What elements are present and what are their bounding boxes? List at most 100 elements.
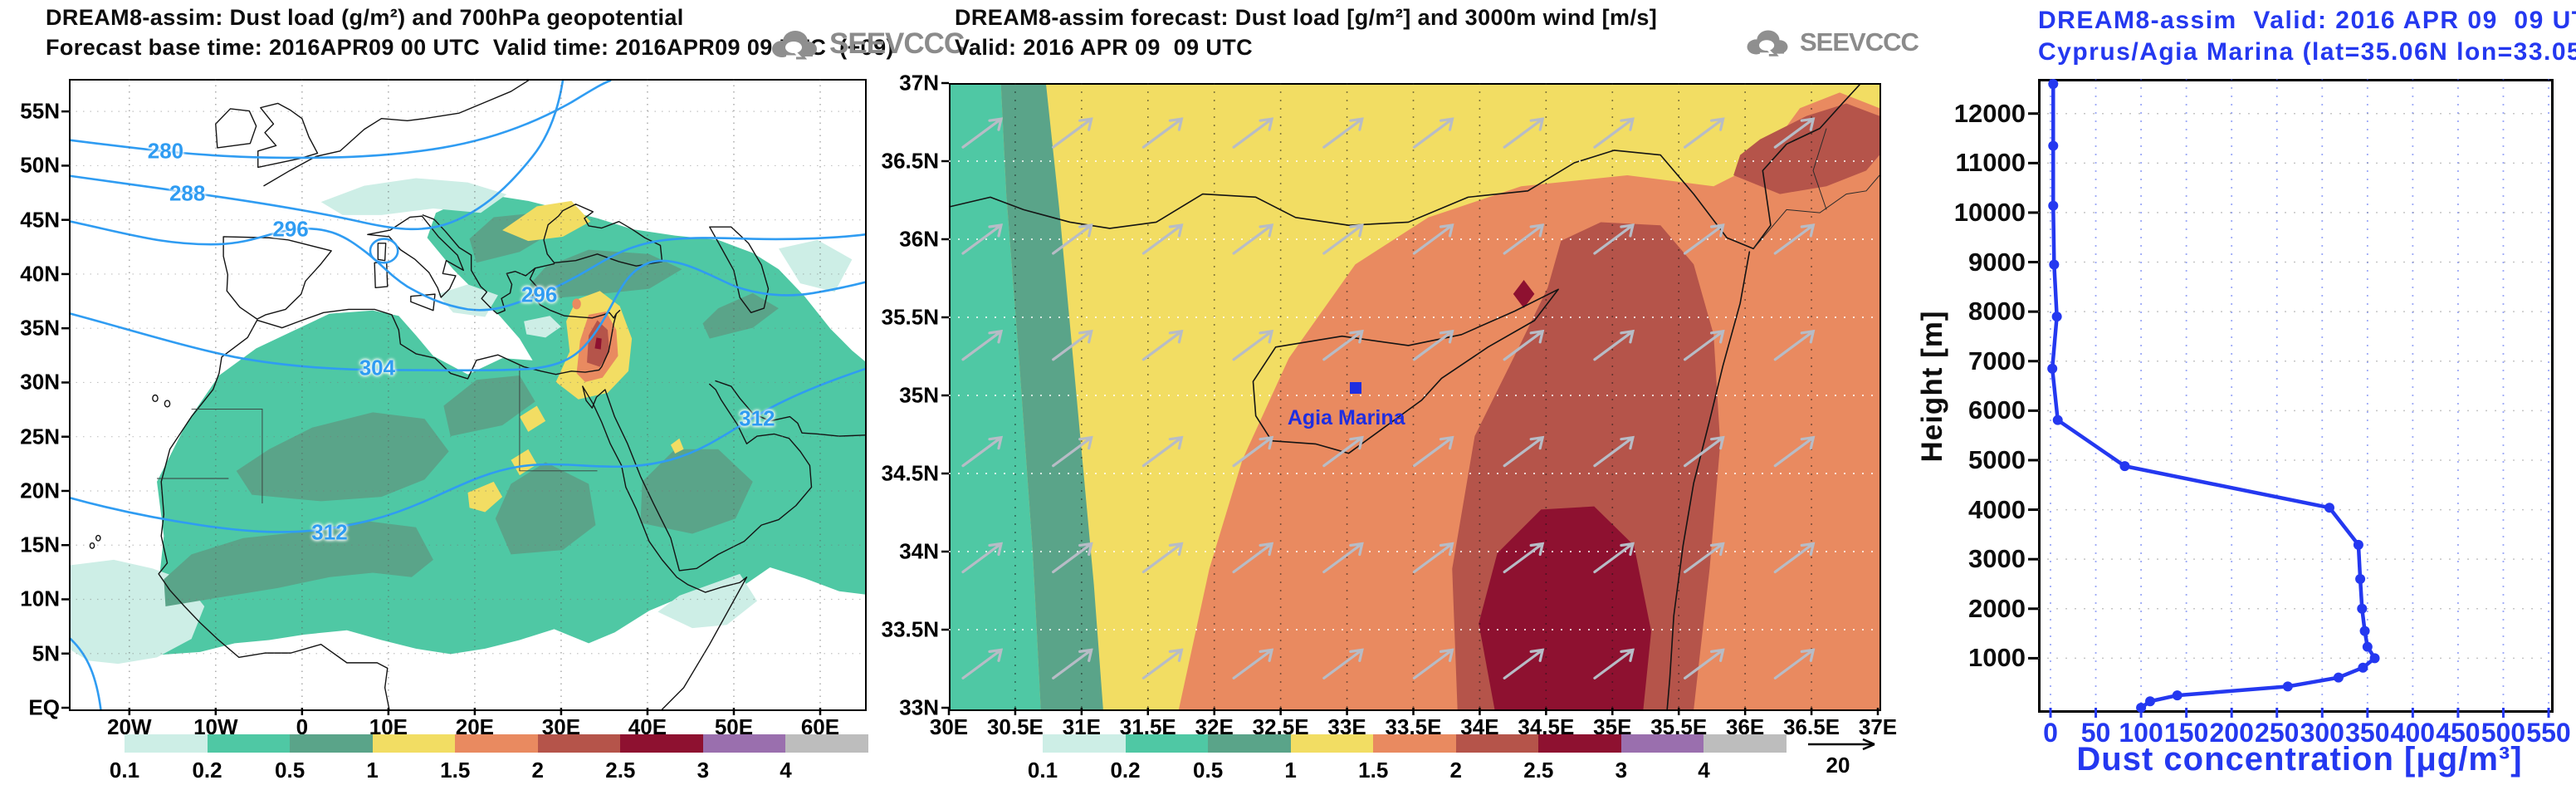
y-tick-label: 30N [20,369,60,395]
dust-max-diamond-marker [1513,280,1535,308]
seevccc-logo: SEEVCCC [768,25,965,63]
y-tick-label: 36N [899,226,939,252]
x-tick-label: 400 [2390,718,2436,748]
y-tick-label: 12000 [1953,98,2026,128]
colorbar-label: 2 [1449,758,1462,783]
x-tick-label: 0 [296,714,309,739]
colorbar-segment [207,734,291,753]
colorbar-label: 0.5 [275,758,306,783]
x-tick-label: 200 [2209,718,2254,748]
colorbar-label: 4 [1698,758,1710,783]
y-tick-label: 5N [32,640,60,666]
x-tick-label: 450 [2436,718,2481,748]
x-tick-label: 50 [2080,718,2111,748]
y-tick-label: 36.5N [881,148,939,174]
y-tick-label: 35N [899,382,939,408]
colorbar-segment [620,734,703,753]
dust-load-map-cyprus: Agia Marina [949,83,1881,711]
profile-y-axis-label: Height [m] [1916,310,1948,463]
middle-panel-title: DREAM8-assim forecast: Dust load [g/m²] … [955,5,1658,30]
seevccc-logo-text: SEEVCCC [1800,27,1919,56]
y-tick-label: EQ [28,694,60,720]
y-tick-label: 33N [899,694,939,720]
colorbar-segment [125,734,208,753]
y-tick-label: 7000 [1968,346,2026,375]
contour-label-312-west: 312 [311,519,348,545]
y-tick-label: 34N [899,538,939,564]
x-tick-label: 30.5E [986,714,1044,739]
cloud-logo-icon [1747,30,1788,56]
colorbar-label: 1 [1284,758,1297,783]
y-tick-label: 2000 [1968,593,2026,623]
x-tick-label: 36.5E [1783,714,1840,739]
y-tick-label: 37N [899,70,939,96]
y-tick-label: 4000 [1968,494,2026,524]
x-tick-label: 300 [2300,718,2344,748]
x-tick-label: 550 [2526,718,2571,748]
contour-label-304: 304 [359,355,396,380]
colorbar-label: 0.1 [1027,758,1058,783]
y-tick-label: 33.5N [881,616,939,642]
colorbar-segment [1290,734,1374,753]
wind-reference-value: 20 [1826,753,1850,778]
station-marker-agia-marina [1349,381,1361,394]
y-tick-label: 35N [20,315,60,341]
x-tick-label: 0 [2043,718,2058,748]
colorbar-label: 1.5 [440,758,471,783]
colorbar-label: 0.2 [192,758,222,783]
colorbar-label: 0.5 [1193,758,1224,783]
left-dust-colorbar: 0.1 0.2 0.5 1 1.5 2 2.5 3 4 [110,734,868,783]
colorbar-label: 2 [531,758,544,783]
colorbar-segment [537,734,621,753]
seevccc-logo-text: SEEVCCC [829,27,965,60]
colorbar-segment [455,734,538,753]
x-tick-label: 100 [2119,718,2163,748]
x-tick-label: 350 [2345,718,2390,748]
colorbar-segment [1043,734,1126,753]
y-tick-label: 35.5N [881,304,939,330]
y-tick-label: 20N [20,478,60,503]
colorbar-segment [1125,734,1209,753]
contour-label-312-east: 312 [739,405,775,431]
left-map-regions [71,81,865,709]
colorbar-label: 1.5 [1358,758,1389,783]
y-tick-label: 3000 [1968,544,2026,574]
x-tick-label: 37E [1858,714,1898,739]
middle-dust-colorbar: 0.1 0.2 0.5 1 1.5 2 2.5 3 4 [1028,734,1787,783]
station-label: Agia Marina [1287,406,1405,430]
middle-map-regions [951,85,1879,709]
colorbar-segment [702,734,786,753]
y-tick-label: 34.5N [881,460,939,486]
colorbar-label: 3 [1615,758,1628,783]
colorbar-label: 2.5 [1523,758,1554,783]
contour-label-296-east: 296 [521,282,558,307]
contour-label-280: 280 [147,138,184,164]
y-tick-label: 8000 [1968,297,2026,326]
y-tick-label: 25N [20,424,60,449]
colorbar-segment [1703,734,1787,753]
colorbar-label: 1 [366,758,379,783]
colorbar-label: 2.5 [605,758,636,783]
contour-label-296-west: 296 [272,216,309,242]
y-tick-label: 10N [20,586,60,611]
cloud-logo-icon [772,31,817,60]
y-tick-label: 6000 [1968,395,2026,425]
colorbar-segment [785,734,868,753]
left-panel-subtitle: Forecast base time: 2016APR09 00 UTC Val… [46,35,894,60]
x-tick-label: 150 [2163,718,2209,748]
colorbar-segment [1208,734,1291,753]
y-tick-label: 40N [20,261,60,287]
profile-x-axis-label: Dust concentration [μg/m³] [2076,741,2523,778]
colorbar-label: 4 [780,758,792,783]
y-tick-label: 9000 [1968,247,2026,277]
colorbar-segment [1538,734,1621,753]
dust-load-map-africa-europe: 280 288 296 304 296 312 312 [69,79,867,711]
x-tick-label: 500 [2481,718,2526,748]
colorbar-segment [290,734,373,753]
y-tick-label: 50N [20,152,60,178]
colorbar-segment [372,734,456,753]
y-tick-label: 55N [20,98,60,124]
x-tick-label: 30E [929,714,969,739]
x-tick-label: 250 [2255,718,2300,748]
